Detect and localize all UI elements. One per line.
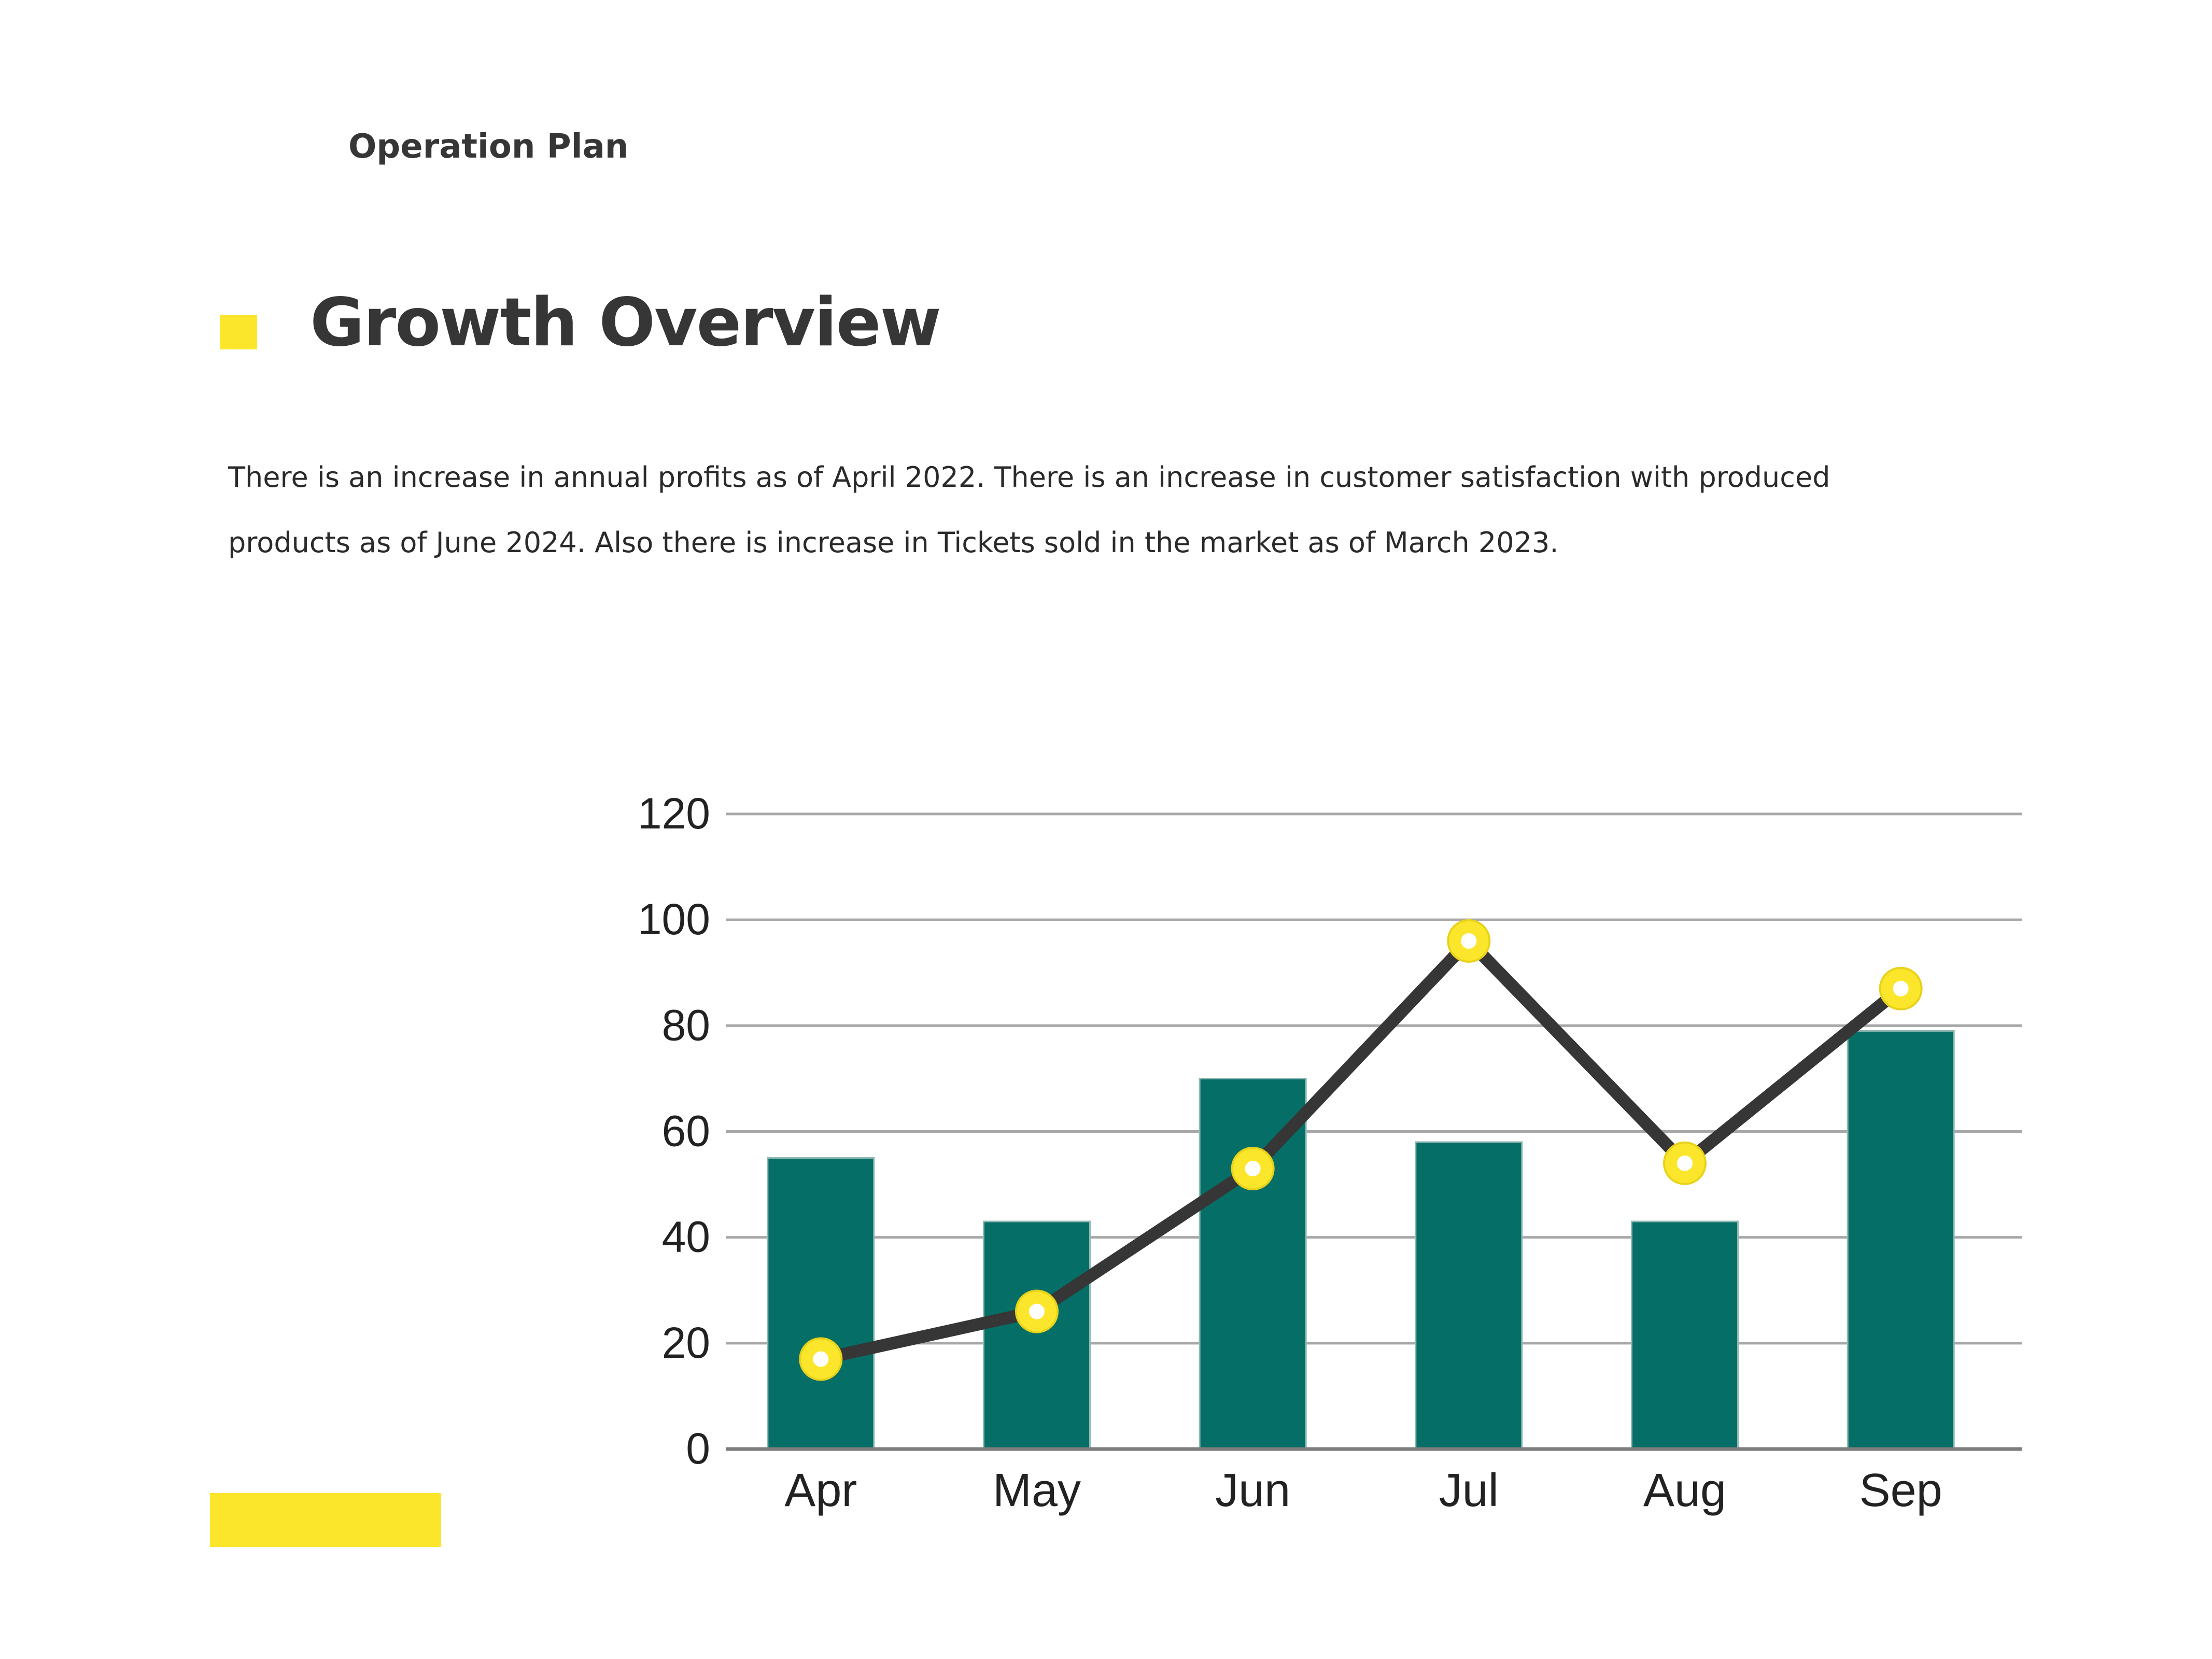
data-point-center xyxy=(813,1351,829,1367)
bar xyxy=(1415,1141,1523,1450)
page-title: Growth Overview xyxy=(310,284,941,361)
bar xyxy=(983,1220,1091,1450)
chart-x-tick-labels: Apr May Jun Jul Aug Sep xyxy=(784,1465,1942,1516)
x-tick-label: Sep xyxy=(1859,1465,1942,1516)
title-marker xyxy=(220,315,257,349)
bar xyxy=(1199,1077,1307,1450)
data-point-center xyxy=(1677,1155,1693,1171)
data-point-center xyxy=(1245,1160,1261,1176)
kicker-label: Operation Plan xyxy=(348,128,629,166)
bar xyxy=(1847,1030,1955,1450)
x-tick-label: Aug xyxy=(1643,1465,1726,1516)
y-tick-label: 100 xyxy=(638,895,710,944)
x-tick-label: Apr xyxy=(784,1465,857,1516)
y-tick-label: 120 xyxy=(638,789,710,838)
bar xyxy=(767,1157,875,1450)
y-tick-label: 20 xyxy=(662,1318,710,1367)
data-point-center xyxy=(1893,980,1909,996)
chart-line-series xyxy=(814,935,1907,1366)
chart-gridlines xyxy=(726,812,2022,1345)
chart-bars xyxy=(767,1030,1955,1450)
bar xyxy=(1631,1220,1739,1450)
data-point-center xyxy=(1461,933,1477,949)
y-tick-label: 0 xyxy=(686,1424,710,1473)
x-tick-label: May xyxy=(993,1465,1081,1516)
y-tick-label: 60 xyxy=(662,1107,710,1156)
data-point-center xyxy=(1029,1303,1045,1319)
x-tick-label: Jun xyxy=(1215,1465,1290,1516)
chart-line-points xyxy=(799,919,1923,1381)
description-paragraph: There is an increase in annual profits a… xyxy=(228,461,1830,559)
series-line xyxy=(814,935,1907,1366)
x-tick-label: Jul xyxy=(1439,1465,1499,1516)
chart-y-axis: 0 20 40 60 80 100 120 xyxy=(638,789,710,1473)
combo-chart: 0 20 40 60 80 100 120 Apr May Jun Jul Aug Sep xyxy=(638,789,2022,1516)
y-tick-label: 80 xyxy=(662,1001,710,1049)
accent-bar xyxy=(210,1493,441,1547)
y-tick-label: 40 xyxy=(662,1213,710,1261)
